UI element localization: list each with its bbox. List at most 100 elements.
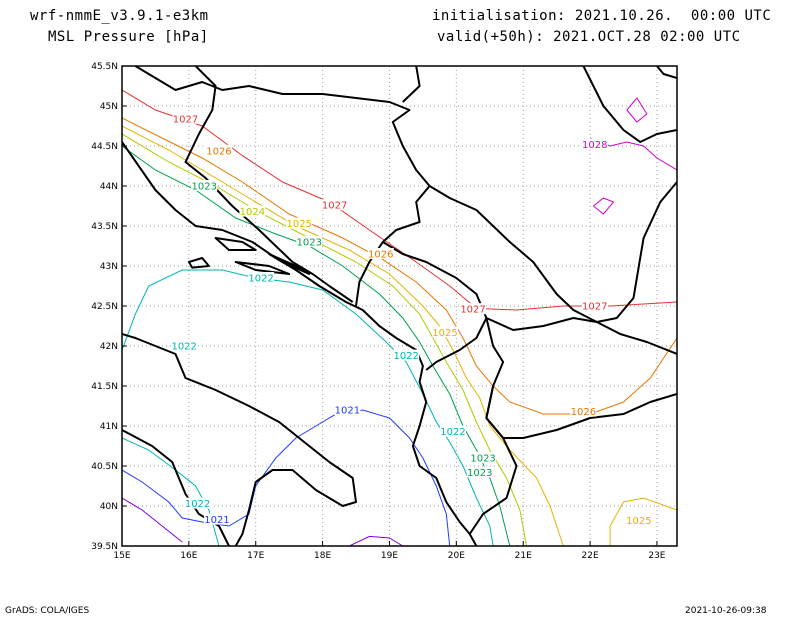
y-tick-label: 42N xyxy=(100,342,118,352)
isobar-1020 xyxy=(122,497,183,543)
y-tick-label: 41N xyxy=(100,422,118,432)
x-tick-label: 16E xyxy=(180,551,197,561)
isobar-label: 1026 xyxy=(571,407,596,418)
isobar-1022 xyxy=(122,269,494,546)
isobar-layer xyxy=(122,89,677,546)
isobar-label-layer: 1027 1026 1023 1024 1025 1023 1027 1026 1022 1027… xyxy=(171,112,652,527)
isobar-label: 1022 xyxy=(440,427,465,438)
isobar-1022 xyxy=(122,437,220,546)
isobar-label-bg xyxy=(625,514,652,526)
island-line xyxy=(187,257,210,269)
model-title: wrf-nmmE_v3.9.1-e3km xyxy=(30,8,209,24)
isobar-1028 xyxy=(626,97,648,123)
isobar-label: 1025 xyxy=(626,516,651,527)
isobar-label: 1022 xyxy=(185,499,210,510)
y-tick-label: 39.5N xyxy=(91,542,118,552)
border-line xyxy=(485,317,677,439)
isobar-1021 xyxy=(122,409,451,546)
island-line xyxy=(234,261,291,275)
isobar-label-bg xyxy=(296,236,323,247)
y-tick-label: 44N xyxy=(100,182,118,192)
isobar-label: 1021 xyxy=(335,406,360,417)
isobar-label: 1024 xyxy=(240,207,265,218)
isobar-label: 1022 xyxy=(393,351,418,362)
valid-time: valid(+50h): 2021.OCT.28 02:00 UTC xyxy=(437,29,741,45)
isobar-label-bg xyxy=(171,340,198,351)
y-tick-label: 45N xyxy=(100,102,118,112)
isobar-label-bg xyxy=(581,300,608,311)
footer-credit: GrADS: COLA/IGES xyxy=(5,606,90,616)
y-tick-label: 44.5N xyxy=(91,142,118,152)
border-line xyxy=(582,66,677,143)
isobar-label-bg xyxy=(321,199,348,211)
isobar-1028 xyxy=(593,197,615,215)
y-tick-label: 43.5N xyxy=(91,222,118,232)
isobar-1020 xyxy=(349,535,404,546)
isobar-1025 xyxy=(609,497,677,546)
isobar-label: 1022 xyxy=(171,342,196,353)
coast-line xyxy=(122,429,230,546)
isobar-label-bg xyxy=(205,144,232,156)
border-line xyxy=(485,317,677,355)
isobar-1027 xyxy=(122,89,677,311)
isobar-label: 1028 xyxy=(582,140,607,151)
isobar-label-bg xyxy=(470,452,497,463)
isobar-label-bg xyxy=(460,303,487,315)
x-tick-label: 18E xyxy=(314,551,331,561)
isobar-label: 1025 xyxy=(286,219,311,230)
x-tick-label: 20E xyxy=(448,551,465,561)
y-tick-label: 42.5N xyxy=(91,302,118,312)
footer-timestamp: 2021-10-26-09:38 xyxy=(685,606,767,616)
isobar-1025 xyxy=(122,125,564,546)
isobar-label: 1027 xyxy=(582,302,607,313)
isobar-label: 1025 xyxy=(432,328,457,339)
x-tick-label: 23E xyxy=(648,551,665,561)
isobar-label-bg xyxy=(431,326,458,338)
isobar-label: 1023 xyxy=(467,468,492,479)
border-line xyxy=(184,66,354,303)
isobar-label: 1021 xyxy=(204,515,229,526)
isobar-label: 1026 xyxy=(368,250,393,261)
border-line xyxy=(656,66,677,79)
isobar-label: 1027 xyxy=(173,114,198,125)
y-tick-label: 40N xyxy=(100,502,118,512)
field-title: MSL Pressure [hPa] xyxy=(48,29,209,45)
x-tick-label: 19E xyxy=(381,551,398,561)
border-line xyxy=(468,385,518,535)
isobar-label-bg xyxy=(570,405,597,417)
isobar-label: 1027 xyxy=(322,201,347,212)
isobar-label: 1026 xyxy=(206,146,231,157)
isobar-label-bg xyxy=(172,112,199,124)
isobar-label: 1023 xyxy=(192,182,217,193)
isobar-label-bg xyxy=(439,425,466,437)
y-tick-label: 45.5N xyxy=(91,62,118,72)
y-tick-label: 41.5N xyxy=(91,382,118,392)
isobar-label: 1027 xyxy=(460,305,485,316)
border-line xyxy=(429,181,677,323)
initialisation-time: initialisation: 2021.10.26. 00:00 UTC xyxy=(432,8,772,24)
isobar-label: 1022 xyxy=(248,274,273,285)
y-tick-label: 43N xyxy=(100,262,118,272)
isobar-label-bg xyxy=(581,138,608,150)
isobar-label-bg xyxy=(466,466,493,478)
isobar-1024 xyxy=(122,133,527,546)
isobar-label-bg xyxy=(286,217,313,229)
isobar-label-bg xyxy=(203,513,230,525)
x-tick-label: 22E xyxy=(582,551,599,561)
isobar-label: 1023 xyxy=(297,238,322,249)
isobar-label-bg xyxy=(393,349,420,361)
isobar-label-bg xyxy=(239,205,266,217)
coast-line xyxy=(122,333,357,546)
axis-ticks: 15E 16E 17E 18E 19E 20E 21E 22E 23E 45.5N 45N 44.5N… xyxy=(91,62,666,561)
y-tick-label: 40.5N xyxy=(91,462,118,472)
isobar-label-bg xyxy=(367,248,394,259)
isobar-label-bg xyxy=(184,497,211,509)
island-line xyxy=(214,237,257,251)
isobar-label-bg xyxy=(191,180,218,191)
coast-line xyxy=(122,141,478,546)
border-line xyxy=(134,66,431,307)
x-tick-label: 17E xyxy=(247,551,264,561)
coastline-border-layer xyxy=(122,66,677,546)
isobar-label-bg xyxy=(248,272,275,283)
